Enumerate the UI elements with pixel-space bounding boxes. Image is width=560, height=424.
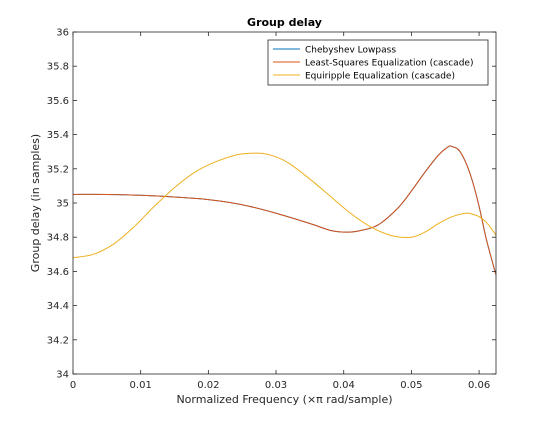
y-tick-label: 34.2 <box>47 335 69 346</box>
series-line-2 <box>72 152 497 259</box>
axes-box <box>72 31 497 375</box>
y-tick-label: 34.4 <box>47 301 69 312</box>
series-line-1 <box>72 145 497 275</box>
legend-box <box>267 39 489 86</box>
x-tick-label: 0.02 <box>197 380 219 391</box>
x-tick-label: 0.06 <box>468 380 490 391</box>
y-tick-label: 36 <box>56 28 69 39</box>
series-layer <box>72 145 497 275</box>
y-tick-label: 34.8 <box>47 233 69 244</box>
y-tick-label: 35.6 <box>47 96 69 107</box>
y-axis-label: Group delay (in samples) <box>29 134 42 272</box>
y-tick-label: 35.4 <box>47 130 69 141</box>
x-axis-label: Normalized Frequency (×π rad/sample) <box>176 393 392 406</box>
x-tick-label: 0.01 <box>130 380 152 391</box>
x-tick-label: 0 <box>70 380 76 391</box>
legend-entry-0: Chebyshev Lowpass <box>305 46 396 56</box>
y-tick-label: 35 <box>56 199 69 210</box>
legend-entry-1: Least-Squares Equalization (cascade) <box>305 59 473 69</box>
y-tick-label: 35.8 <box>47 62 69 73</box>
plot-area <box>73 32 496 374</box>
y-tick-label: 34 <box>56 370 69 381</box>
legend-entry-2: Equiripple Equalization (cascade) <box>305 72 455 82</box>
chart-title: Group delay <box>247 16 322 29</box>
y-tick-label: 34.6 <box>47 267 69 278</box>
x-tick-label: 0.05 <box>400 380 422 391</box>
x-tick-label: 0.04 <box>333 380 355 391</box>
x-tick-label: 0.03 <box>265 380 287 391</box>
legend[interactable]: Chebyshev Lowpass Least-Squares Equalizat… <box>267 39 489 86</box>
y-tick-label: 35.2 <box>47 164 69 175</box>
